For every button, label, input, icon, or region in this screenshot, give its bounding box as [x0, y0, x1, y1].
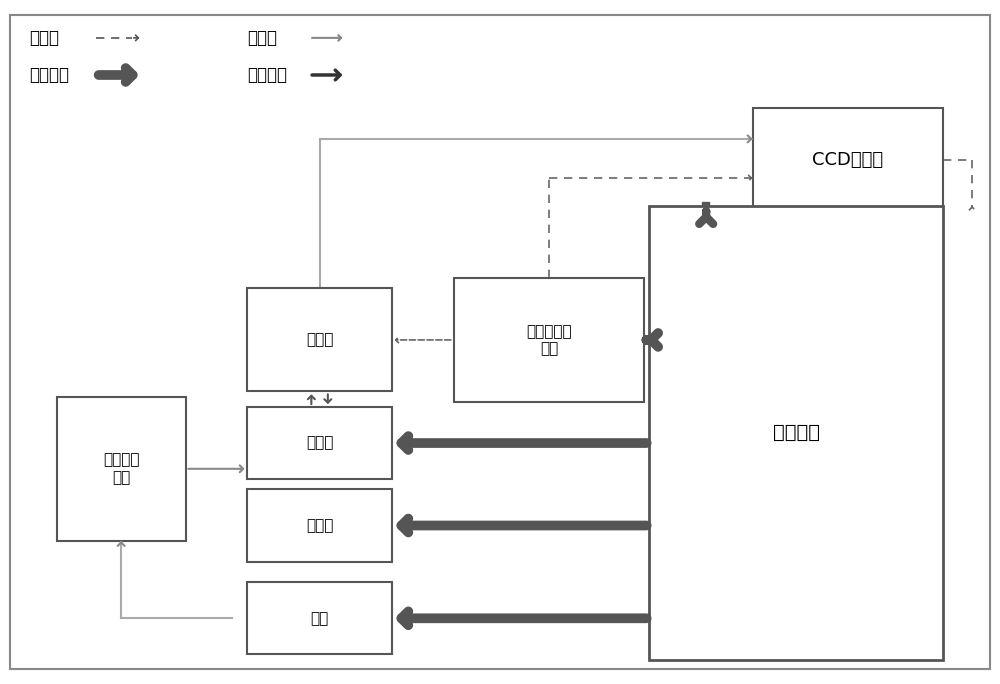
- Bar: [247, 582, 392, 655]
- Bar: [57, 397, 186, 541]
- Text: 光源: 光源: [310, 611, 329, 626]
- Bar: [649, 206, 943, 659]
- Bar: [247, 490, 392, 562]
- Text: 控制信号: 控制信号: [29, 66, 69, 84]
- Text: 显微成像
装置: 显微成像 装置: [103, 453, 139, 485]
- Text: 控温台: 控温台: [306, 436, 333, 451]
- Text: CCD探测器: CCD探测器: [812, 150, 884, 168]
- Text: 光信号: 光信号: [247, 29, 277, 47]
- Text: 位移台: 位移台: [306, 518, 333, 533]
- Text: 被测件: 被测件: [306, 332, 333, 347]
- Bar: [753, 108, 943, 211]
- Text: 方波脉冲调
制器: 方波脉冲调 制器: [526, 324, 572, 356]
- Text: 电信号: 电信号: [29, 29, 59, 47]
- Bar: [247, 289, 392, 391]
- Text: 温度信号: 温度信号: [247, 66, 287, 84]
- Bar: [247, 407, 392, 479]
- Text: 控制装置: 控制装置: [773, 423, 820, 443]
- Bar: [454, 278, 644, 402]
